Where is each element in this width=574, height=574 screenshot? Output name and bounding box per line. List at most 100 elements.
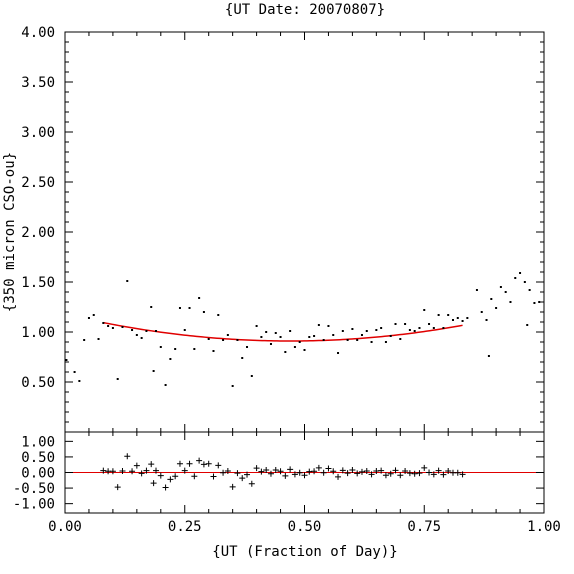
residual-point (224, 467, 231, 474)
residual-point (138, 470, 145, 477)
data-point (399, 338, 402, 340)
residual-point (114, 484, 121, 491)
residual-point (402, 467, 409, 474)
data-point (65, 359, 68, 361)
data-point (78, 380, 81, 382)
data-point (102, 322, 105, 324)
x-axis-label: {UT (Fraction of Day)} (212, 544, 397, 560)
data-point (428, 323, 431, 325)
x-tick-label: 0.75 (407, 519, 441, 535)
data-point (174, 348, 177, 350)
residual-point (239, 475, 246, 482)
data-point (183, 329, 186, 331)
data-point (504, 291, 507, 293)
data-point (207, 338, 210, 340)
y-tick-label: 0.50 (21, 450, 55, 466)
bottom-axis-ticks (64, 432, 545, 513)
residual-point (109, 468, 116, 475)
data-point (126, 280, 129, 282)
residual-point (354, 470, 361, 477)
data-point (87, 317, 90, 319)
data-point (279, 336, 282, 338)
data-point (193, 348, 196, 350)
residual-point (287, 466, 294, 473)
data-point (394, 323, 397, 325)
y-tick-label: 1.00 (21, 434, 55, 450)
data-point (212, 350, 215, 352)
residual-point (167, 476, 174, 483)
data-point (150, 306, 153, 308)
y-tick-label: 1.00 (21, 325, 55, 341)
data-point (389, 335, 392, 337)
x-tick-label: 0.25 (168, 519, 202, 535)
residual-point (248, 480, 255, 487)
y-tick-label: 1.50 (21, 275, 55, 291)
residual-point (358, 468, 365, 475)
data-point (284, 351, 287, 353)
data-point (303, 349, 306, 351)
residual-point (349, 467, 356, 474)
residual-point (196, 457, 203, 464)
residual-point (258, 468, 265, 475)
residual-point (296, 469, 303, 476)
top-plot-frame (64, 31, 545, 433)
data-point (418, 327, 421, 329)
data-point (188, 307, 191, 309)
chart-title: {UT Date: 20070807} (225, 2, 385, 18)
data-point (121, 326, 124, 328)
data-point (202, 311, 205, 313)
residual-point (335, 473, 342, 480)
residual-point (387, 470, 394, 477)
residual-point (430, 471, 437, 478)
data-point (255, 325, 258, 327)
data-point (437, 314, 440, 316)
y-tick-label: 3.00 (21, 125, 55, 141)
data-point (236, 339, 239, 341)
data-point (332, 334, 335, 336)
residual-point (291, 471, 298, 478)
data-point (308, 336, 311, 338)
residual-point (220, 469, 227, 476)
residual-point (172, 473, 179, 480)
data-point (466, 317, 469, 319)
data-point (265, 331, 268, 333)
y-tick-label: 0.50 (21, 375, 55, 391)
residual-point (330, 468, 337, 475)
data-point (499, 286, 502, 288)
residual-point (229, 483, 236, 490)
measurement-points (65, 272, 541, 387)
data-point (327, 325, 330, 327)
residual-point (143, 467, 150, 474)
data-point (475, 289, 478, 291)
data-point (169, 358, 172, 360)
data-point (356, 339, 359, 341)
residual-point (406, 470, 413, 477)
residual-point (339, 467, 346, 474)
y-tick-label: 0.00 (21, 466, 55, 482)
residual-point (133, 462, 140, 469)
data-point (360, 334, 363, 336)
data-point (145, 330, 148, 332)
data-point (269, 343, 272, 345)
data-point (447, 314, 450, 316)
data-point (317, 324, 320, 326)
data-point (514, 277, 517, 279)
residual-point (272, 467, 279, 474)
y-tick-label: 3.50 (21, 75, 55, 91)
data-point (451, 319, 454, 321)
data-point (92, 314, 95, 316)
residual-point (176, 460, 183, 467)
x-tick-label: 1.00 (527, 519, 561, 535)
residual-point (162, 484, 169, 491)
y-tick-label: -1.00 (13, 497, 55, 513)
residual-point (181, 467, 188, 474)
data-point (322, 339, 325, 341)
data-point (83, 339, 86, 341)
data-point (178, 307, 181, 309)
data-point (313, 335, 316, 337)
bottom-y-tick-labels: 1.000.500.00-0.50-1.00 (13, 434, 55, 512)
residual-point (382, 472, 389, 479)
data-point (246, 346, 249, 348)
data-point (152, 370, 155, 372)
residual-point (119, 467, 126, 474)
